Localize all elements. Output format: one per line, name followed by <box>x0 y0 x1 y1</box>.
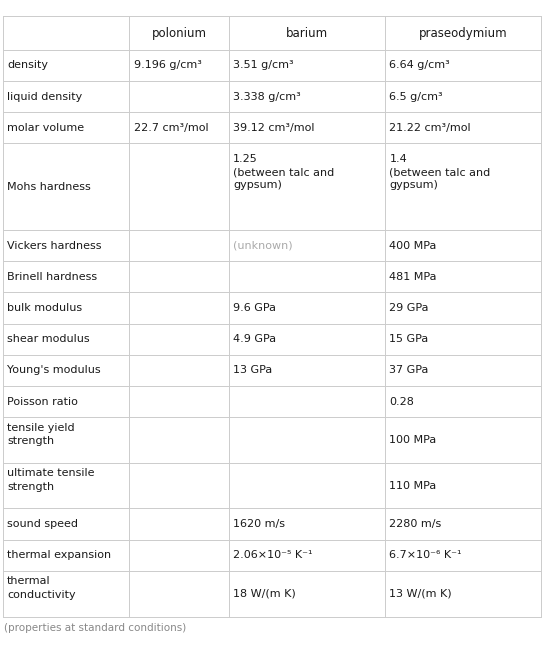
Text: 0.28: 0.28 <box>390 397 415 407</box>
Text: 13 GPa: 13 GPa <box>233 365 273 375</box>
Text: 2.06×10⁻⁵ K⁻¹: 2.06×10⁻⁵ K⁻¹ <box>233 550 313 560</box>
Text: 3.338 g/cm³: 3.338 g/cm³ <box>233 92 301 102</box>
Text: thermal
conductivity: thermal conductivity <box>7 576 76 600</box>
Text: 9.196 g/cm³: 9.196 g/cm³ <box>134 60 201 71</box>
Text: 13 W/(m K): 13 W/(m K) <box>390 589 452 599</box>
Text: molar volume: molar volume <box>7 123 84 133</box>
Text: shear modulus: shear modulus <box>7 334 90 344</box>
Text: praseodymium: praseodymium <box>419 27 508 40</box>
Text: Brinell hardness: Brinell hardness <box>7 272 97 282</box>
Text: Poisson ratio: Poisson ratio <box>7 397 78 407</box>
Text: polonium: polonium <box>152 27 207 40</box>
Text: 21.22 cm³/mol: 21.22 cm³/mol <box>390 123 471 133</box>
Text: 4.9 GPa: 4.9 GPa <box>233 334 276 344</box>
Text: liquid density: liquid density <box>7 92 82 102</box>
Text: 6.64 g/cm³: 6.64 g/cm³ <box>390 60 450 71</box>
Text: Vickers hardness: Vickers hardness <box>7 241 102 251</box>
Text: sound speed: sound speed <box>7 519 78 529</box>
Text: 39.12 cm³/mol: 39.12 cm³/mol <box>233 123 315 133</box>
Text: 18 W/(m K): 18 W/(m K) <box>233 589 296 599</box>
Text: 29 GPa: 29 GPa <box>390 303 429 313</box>
Text: 1.25
(between talc and
gypsum): 1.25 (between talc and gypsum) <box>233 154 335 190</box>
Text: density: density <box>7 60 48 71</box>
Text: ultimate tensile
strength: ultimate tensile strength <box>7 469 95 491</box>
Text: 22.7 cm³/mol: 22.7 cm³/mol <box>134 123 208 133</box>
Text: 481 MPa: 481 MPa <box>390 272 437 282</box>
Text: 15 GPa: 15 GPa <box>390 334 429 344</box>
Text: 1.4
(between talc and
gypsum): 1.4 (between talc and gypsum) <box>390 154 491 190</box>
Text: 6.7×10⁻⁶ K⁻¹: 6.7×10⁻⁶ K⁻¹ <box>390 550 462 560</box>
Text: 9.6 GPa: 9.6 GPa <box>233 303 276 313</box>
Text: (unknown): (unknown) <box>233 241 293 251</box>
Text: 110 MPa: 110 MPa <box>390 481 437 491</box>
Text: thermal expansion: thermal expansion <box>7 550 111 560</box>
Text: bulk modulus: bulk modulus <box>7 303 82 313</box>
Text: Mohs hardness: Mohs hardness <box>7 182 91 191</box>
Text: 6.5 g/cm³: 6.5 g/cm³ <box>390 92 443 102</box>
Text: tensile yield
strength: tensile yield strength <box>7 422 75 446</box>
Text: 1620 m/s: 1620 m/s <box>233 519 285 529</box>
Text: (properties at standard conditions): (properties at standard conditions) <box>4 623 186 633</box>
Text: 37 GPa: 37 GPa <box>390 365 429 375</box>
Text: barium: barium <box>286 27 328 40</box>
Text: 100 MPa: 100 MPa <box>390 435 437 445</box>
Text: 3.51 g/cm³: 3.51 g/cm³ <box>233 60 294 71</box>
Text: 400 MPa: 400 MPa <box>390 241 437 251</box>
Text: 2280 m/s: 2280 m/s <box>390 519 442 529</box>
Text: Young's modulus: Young's modulus <box>7 365 101 375</box>
